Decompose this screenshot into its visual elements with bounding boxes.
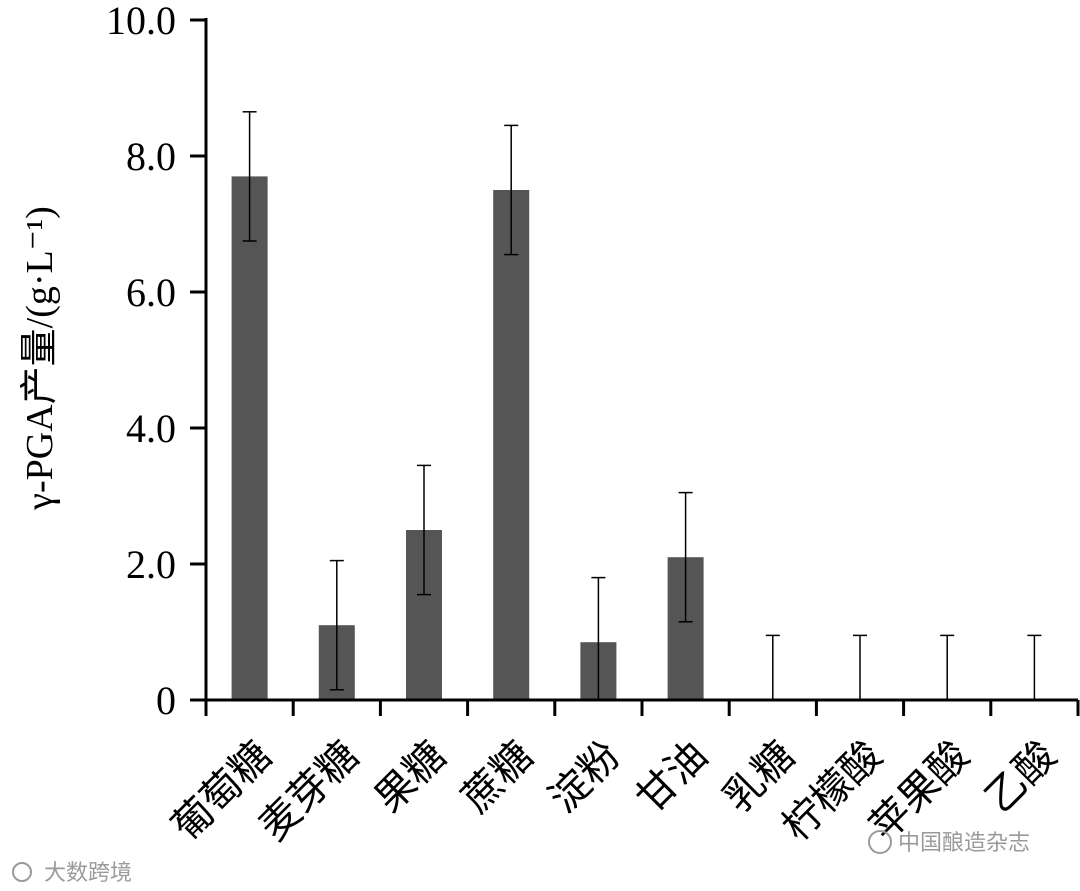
y-tick-label: 4.0 <box>126 406 176 451</box>
y-tick-label: 10.0 <box>106 0 176 43</box>
x-tick-label: 麦芽糖 <box>250 733 367 850</box>
watermark-right-icon <box>868 830 892 854</box>
x-tick-label: 葡萄糖 <box>163 733 280 850</box>
bar-1 <box>231 176 268 700</box>
bars-group <box>231 176 704 700</box>
x-tick-label: 淀粉 <box>540 733 629 822</box>
y-tick-label: 2.0 <box>126 542 176 587</box>
y-tick-label: 8.0 <box>126 134 176 179</box>
bar-4 <box>493 190 530 700</box>
watermark-right: 中国酿造杂志 <box>868 830 1030 856</box>
y-tick-label: 0 <box>156 678 176 723</box>
x-tick-label: 乙酸 <box>976 733 1065 822</box>
x-tick-label: 甘油 <box>628 733 717 822</box>
watermark-left-text: 大数跨境 <box>44 861 132 886</box>
watermark-left-icon <box>12 862 32 882</box>
x-tick-label: 蔗糖 <box>453 733 542 822</box>
watermark-right-text: 中国酿造杂志 <box>898 831 1030 856</box>
axes-group <box>204 18 1078 702</box>
error-bars-group <box>242 111 1042 701</box>
y-tick-label: 6.0 <box>126 270 176 315</box>
watermark-left: 大数跨境 <box>12 861 132 886</box>
x-tick-label: 果糖 <box>366 733 455 822</box>
x-ticks-group <box>204 700 1080 716</box>
y-axis-label: γ-PGA产量/(g·L⁻¹) <box>19 206 61 511</box>
y-ticks-group: 0 2.0 4.0 6.0 8.0 10.0 <box>106 0 206 723</box>
